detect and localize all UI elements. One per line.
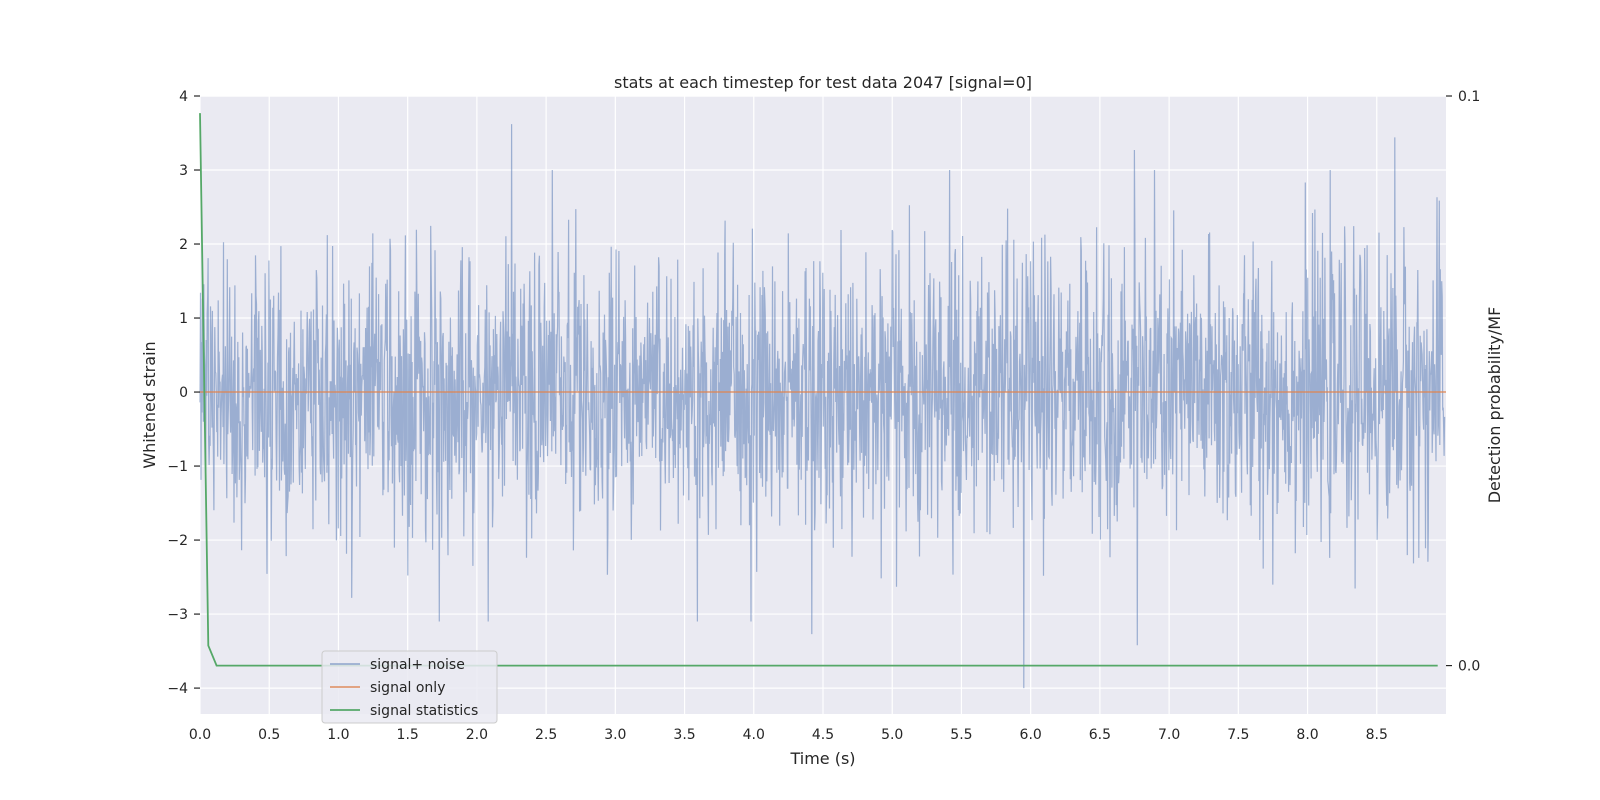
y-tick-label: 4 [179, 89, 188, 105]
y-axis-ticks: 4 3 2 1 0 −1 −2 −3 −4 [167, 89, 200, 697]
x-tick-label: 7.0 [1158, 727, 1180, 743]
y-tick-label: −1 [167, 459, 188, 475]
x-tick-label: 3.5 [673, 727, 695, 743]
x-tick-label: 0.5 [258, 727, 280, 743]
chart-title: stats at each timestep for test data 204… [614, 73, 1032, 92]
x-tick-label: 8.5 [1366, 727, 1388, 743]
y-right-tick-label: 0.1 [1458, 89, 1480, 105]
legend: signal+ noise signal only signal statist… [321, 650, 498, 724]
y-tick-label: 3 [179, 163, 188, 179]
y-axis-label: Whitened strain [140, 341, 159, 468]
x-tick-label: 3.0 [604, 727, 626, 743]
y-tick-label: 0 [179, 385, 188, 401]
y-tick-label: −3 [167, 607, 188, 623]
series-signal-statistics [199, 113, 1438, 667]
x-axis-label: Time (s) [789, 749, 855, 768]
y-right-axis-ticks: 0.1 0.0 [1446, 89, 1480, 675]
x-axis-ticks: 0.0 0.5 1.0 1.5 2.0 2.5 3.0 3.5 4.0 4.5 5.0 5.5 6.0 6… [189, 727, 1388, 743]
x-tick-label: 4.0 [743, 727, 765, 743]
x-tick-label: 1.5 [397, 727, 419, 743]
x-tick-label: 5.5 [950, 727, 972, 743]
legend-label-signal-noise: signal+ noise [370, 657, 465, 673]
signal-noise-line [199, 124, 1446, 689]
legend-label-signal-statistics: signal statistics [370, 703, 478, 719]
series-signal-noise [199, 124, 1446, 689]
x-tick-label: 2.0 [466, 727, 488, 743]
x-tick-label: 8.0 [1296, 727, 1318, 743]
legend-label-signal-only: signal only [370, 680, 445, 696]
y-tick-label: −4 [167, 681, 188, 697]
y-tick-label: 1 [179, 311, 188, 327]
x-tick-label: 7.5 [1227, 727, 1249, 743]
y-right-tick-label: 0.0 [1458, 659, 1480, 675]
x-tick-label: 2.5 [535, 727, 557, 743]
x-tick-label: 4.5 [812, 727, 834, 743]
x-tick-label: 0.0 [189, 727, 211, 743]
signal-statistics-line [199, 113, 1438, 667]
y-tick-label: 2 [179, 237, 188, 253]
y-right-axis-label: Detection probability/MF [1485, 307, 1504, 504]
y-tick-label: −2 [167, 533, 188, 549]
legend-box [321, 650, 498, 724]
x-tick-label: 1.0 [327, 727, 349, 743]
x-tick-label: 5.0 [881, 727, 903, 743]
x-tick-label: 6.0 [1020, 727, 1042, 743]
x-tick-label: 6.5 [1089, 727, 1111, 743]
